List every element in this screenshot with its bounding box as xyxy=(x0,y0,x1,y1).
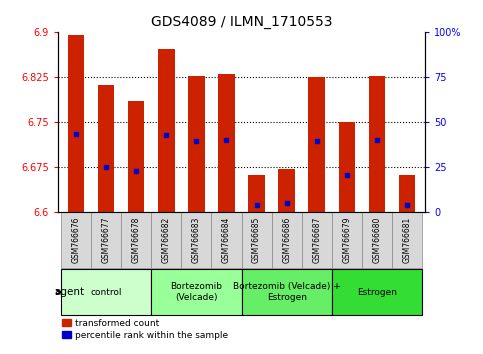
Text: GSM766676: GSM766676 xyxy=(71,217,81,263)
Text: GSM766686: GSM766686 xyxy=(282,217,291,263)
Text: GSM766678: GSM766678 xyxy=(132,217,141,263)
Bar xyxy=(398,175,415,212)
FancyBboxPatch shape xyxy=(212,212,242,268)
Bar xyxy=(158,48,174,212)
FancyBboxPatch shape xyxy=(61,212,91,268)
Title: GDS4089 / ILMN_1710553: GDS4089 / ILMN_1710553 xyxy=(151,16,332,29)
Text: GSM766679: GSM766679 xyxy=(342,217,351,263)
Text: GSM766677: GSM766677 xyxy=(101,217,111,263)
Text: control: control xyxy=(90,287,122,297)
Bar xyxy=(309,77,325,212)
FancyBboxPatch shape xyxy=(332,212,362,268)
Text: agent: agent xyxy=(55,287,85,297)
FancyBboxPatch shape xyxy=(151,212,181,268)
Bar xyxy=(369,76,385,212)
Bar xyxy=(278,169,295,212)
Text: GSM766681: GSM766681 xyxy=(402,217,412,263)
FancyBboxPatch shape xyxy=(302,212,332,268)
Bar xyxy=(218,74,235,212)
FancyBboxPatch shape xyxy=(121,212,151,268)
Bar xyxy=(339,122,355,212)
Text: Estrogen: Estrogen xyxy=(357,287,397,297)
FancyBboxPatch shape xyxy=(271,212,302,268)
Bar xyxy=(68,35,85,212)
Text: GSM766685: GSM766685 xyxy=(252,217,261,263)
FancyBboxPatch shape xyxy=(332,269,422,315)
FancyBboxPatch shape xyxy=(362,212,392,268)
Legend: transformed count, percentile rank within the sample: transformed count, percentile rank withi… xyxy=(62,319,228,339)
Text: GSM766687: GSM766687 xyxy=(312,217,321,263)
Text: GSM766684: GSM766684 xyxy=(222,217,231,263)
FancyBboxPatch shape xyxy=(181,212,212,268)
Bar xyxy=(128,101,144,212)
Text: GSM766683: GSM766683 xyxy=(192,217,201,263)
FancyBboxPatch shape xyxy=(242,269,332,315)
FancyBboxPatch shape xyxy=(242,212,271,268)
Bar xyxy=(188,76,205,212)
Bar xyxy=(98,85,114,212)
Text: GSM766682: GSM766682 xyxy=(162,217,171,263)
FancyBboxPatch shape xyxy=(392,212,422,268)
Text: GSM766680: GSM766680 xyxy=(372,217,382,263)
FancyBboxPatch shape xyxy=(151,269,242,315)
Text: Bortezomib (Velcade) +
Estrogen: Bortezomib (Velcade) + Estrogen xyxy=(233,282,341,302)
FancyBboxPatch shape xyxy=(91,212,121,268)
Text: Bortezomib
(Velcade): Bortezomib (Velcade) xyxy=(170,282,222,302)
Bar xyxy=(248,175,265,212)
FancyBboxPatch shape xyxy=(61,269,151,315)
